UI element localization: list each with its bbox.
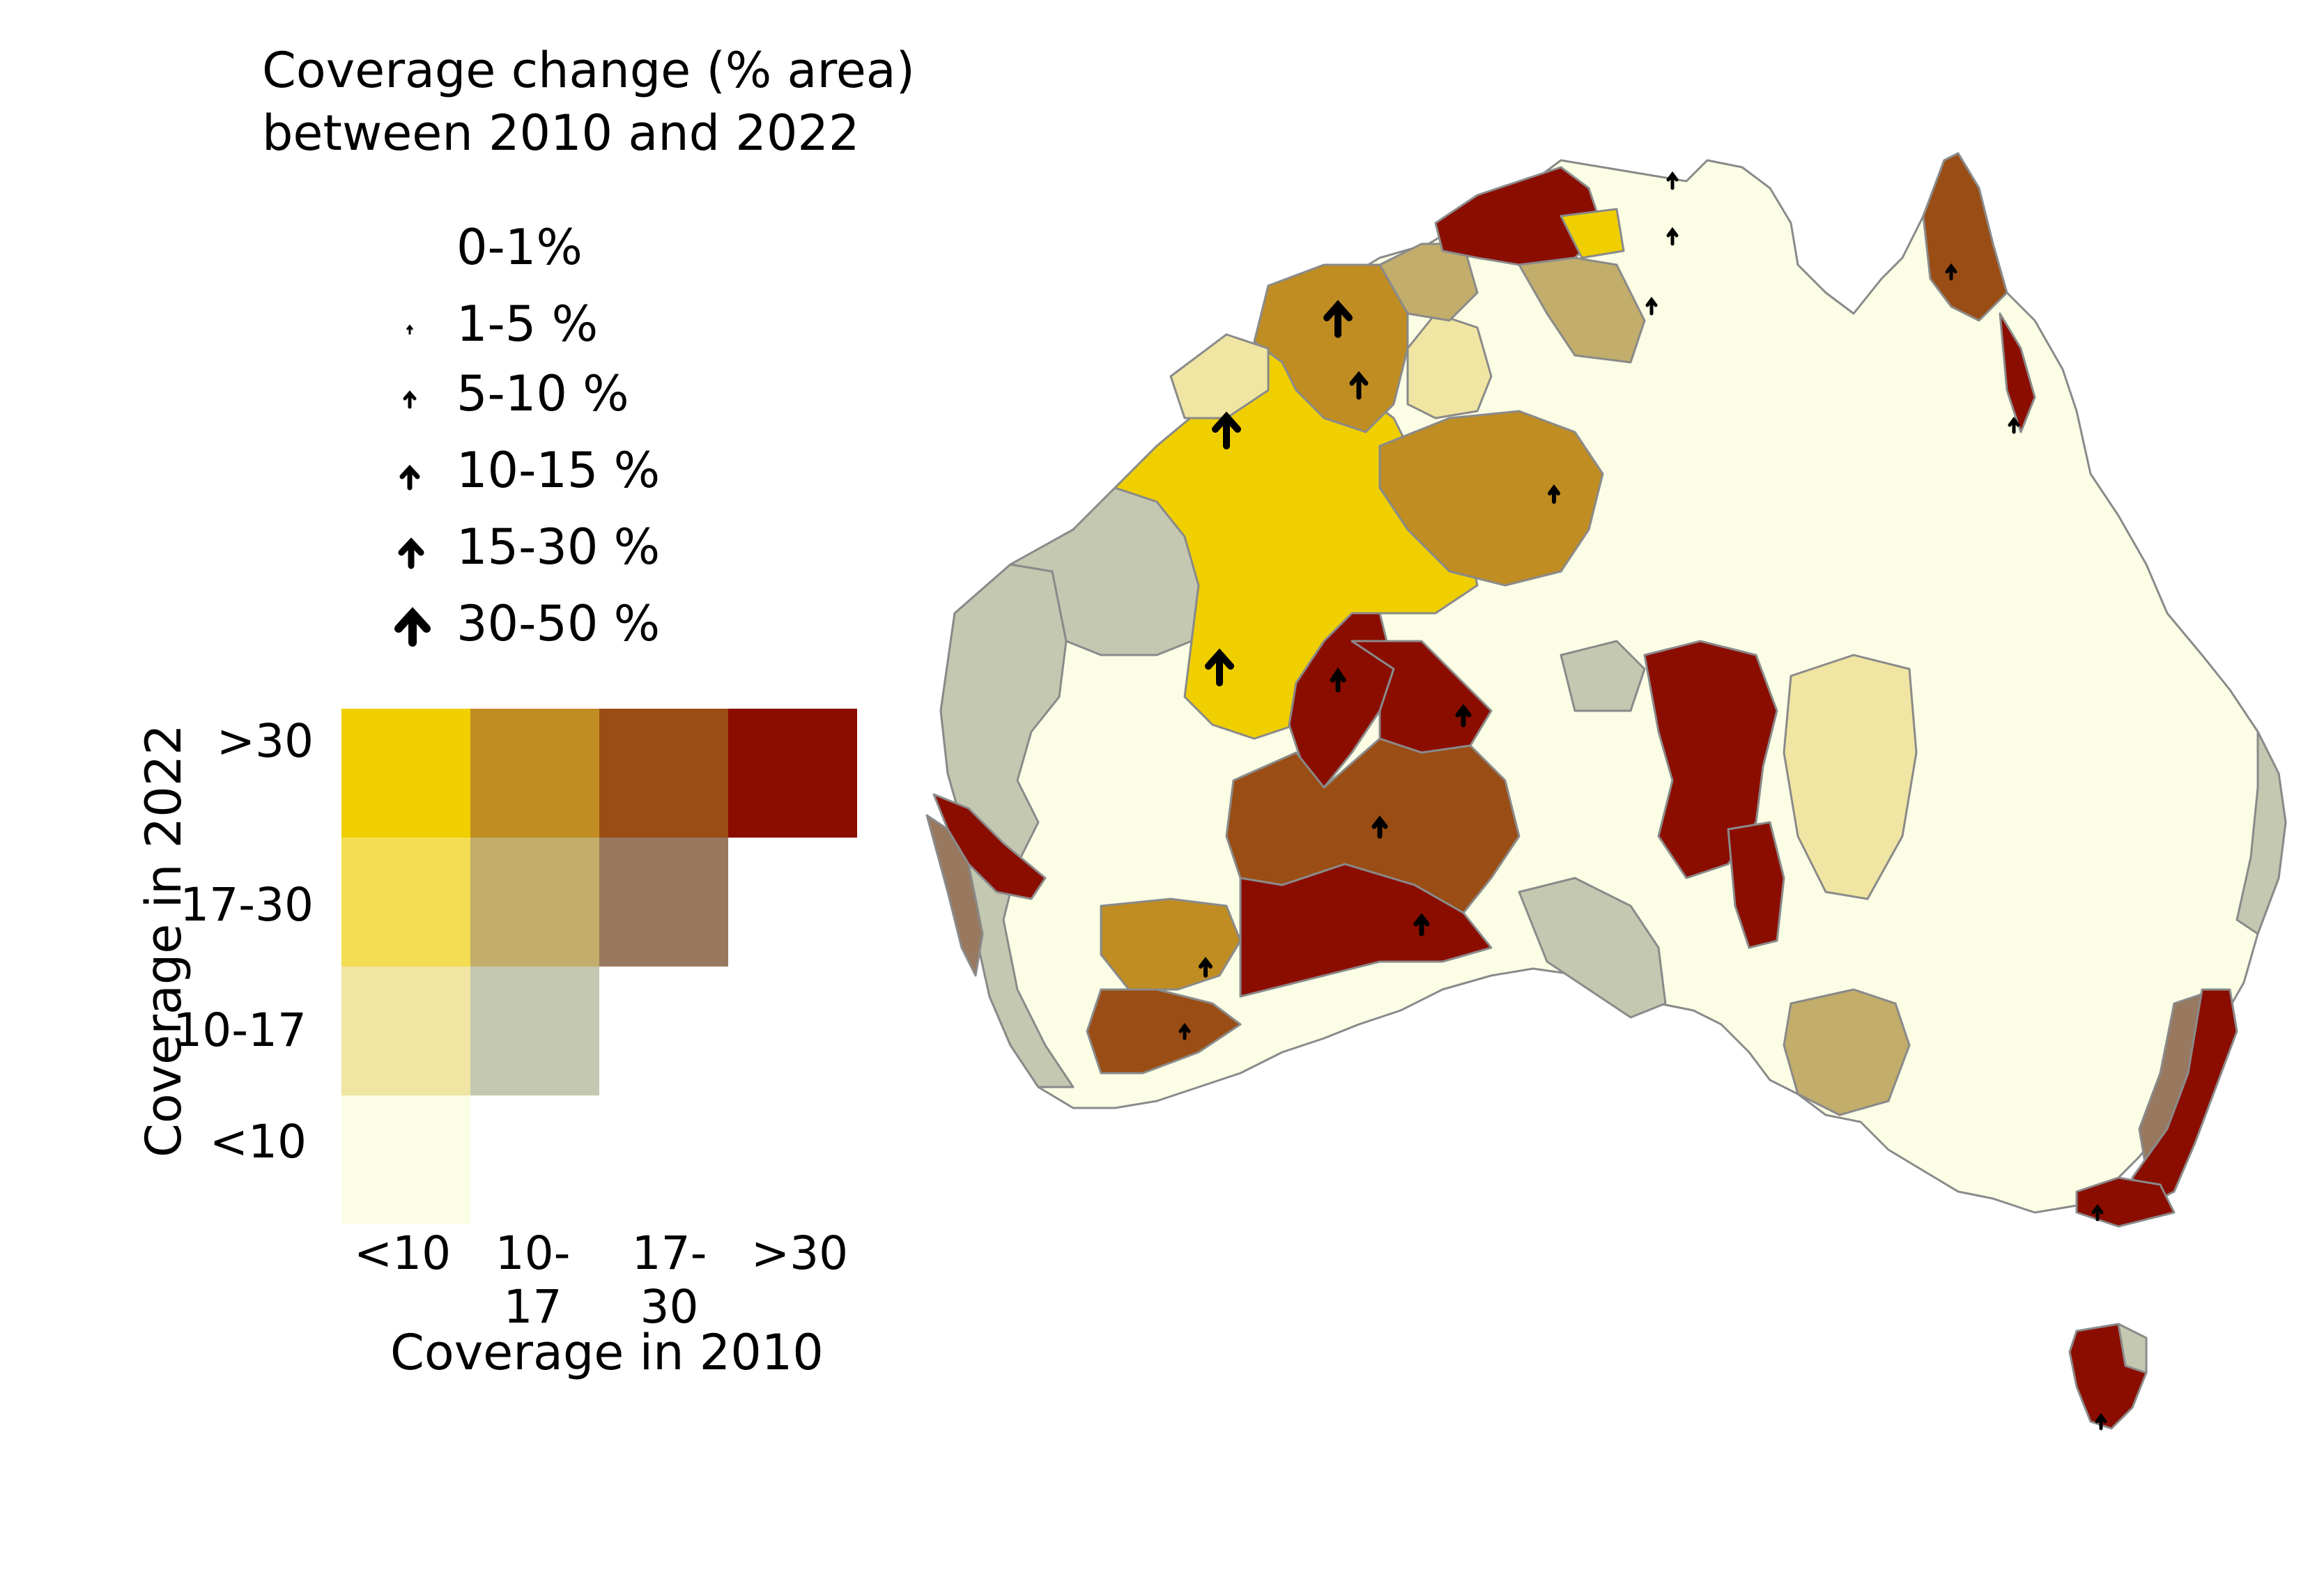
region-grey	[1560, 640, 1646, 712]
arrow-legend-label: 15-30 %	[456, 518, 661, 576]
legend-cell	[341, 967, 470, 1095]
arrow-icon	[1199, 957, 1213, 978]
arrow-icon	[1413, 913, 1430, 937]
region-pale	[1783, 654, 1918, 900]
y-class-label: 17-30	[180, 878, 314, 932]
region-tan	[1783, 988, 1911, 1116]
legend-title-line2: between 2010 and 2022	[262, 105, 860, 162]
region-mauve	[925, 814, 984, 977]
x-class-label: 10-17	[495, 1226, 571, 1334]
region-pale	[1169, 333, 1270, 419]
legend-cell	[341, 838, 470, 967]
region-red	[1727, 821, 1785, 949]
arrow-legend-row: 0-1%	[390, 209, 739, 279]
arrow-icon	[1548, 484, 1560, 504]
change-arrows	[1178, 171, 2107, 1431]
arrow-legend-label: 1-5 %	[456, 295, 599, 353]
arrow-legend-label: 5-10 %	[456, 365, 629, 422]
y-class-label: >30	[216, 714, 314, 768]
arrow-icon	[2008, 416, 2020, 434]
arrow-icon	[1178, 1022, 1191, 1040]
legend-cell	[470, 967, 599, 1095]
arrow-icon	[2095, 1412, 2107, 1431]
region-grey	[2235, 730, 2287, 935]
region-gold	[1253, 263, 1409, 433]
region-red	[1239, 863, 1493, 998]
arrow-icon	[1205, 648, 1234, 686]
y-class-label: 10-17	[173, 1003, 307, 1057]
region-brown	[1086, 988, 1242, 1075]
x-class-label: <10	[353, 1226, 452, 1280]
x-class-label: 17-30	[631, 1226, 707, 1334]
arrow-icon	[1666, 171, 1679, 190]
region-gold	[1100, 898, 1242, 991]
arrow-legend-row: 1-5 %	[390, 286, 739, 355]
y-class-label: <10	[209, 1115, 307, 1169]
arrow-icon	[1666, 226, 1679, 246]
legend-cell	[728, 709, 857, 838]
arrow-icon	[1330, 667, 1346, 693]
arrow-icon	[1349, 371, 1369, 400]
arrow-legend-label: 0-1%	[456, 219, 583, 276]
arrow-icon-xl	[394, 607, 431, 647]
legend-title: Coverage change (% area) between 2010 an…	[262, 39, 915, 164]
arrow-legend-row: 5-10 %	[390, 355, 739, 425]
arrow-icon	[1455, 704, 1472, 727]
arrow-icon	[1945, 263, 1957, 281]
x-class-label: >30	[751, 1226, 849, 1280]
legend-cell	[341, 709, 470, 838]
arrow-icon	[1645, 296, 1658, 316]
region-tan	[1518, 256, 1646, 364]
arrow-legend-row: 10-15 %	[390, 432, 739, 502]
legend-cell	[470, 709, 599, 838]
arrow-icon	[2091, 1203, 2104, 1222]
arrow-legend-row: 15-30 %	[390, 509, 739, 578]
arrow-icon-m	[399, 464, 420, 491]
tasmania-grey	[2117, 1323, 2148, 1374]
legend-title-line1: Coverage change (% area)	[262, 42, 915, 99]
arrow-icon	[1323, 300, 1353, 338]
arrow-icon	[1371, 815, 1388, 839]
region-brown	[1922, 152, 2008, 322]
y-axis-title: Coverage in 2022	[135, 724, 192, 1157]
australia-map	[925, 152, 2287, 1431]
arrow-legend-label: 10-15 %	[456, 442, 661, 499]
x-axis-title: Coverage in 2010	[390, 1324, 824, 1381]
region-yellow	[1560, 208, 1625, 259]
arrow-legend-row: 30-50 %	[390, 585, 739, 655]
legend-cell	[599, 838, 728, 967]
arrow-icon-l	[398, 537, 424, 569]
arrow-icon-xs	[406, 324, 414, 334]
arrow-icon-s	[403, 390, 417, 409]
region-gold	[1378, 410, 1604, 587]
region-grey	[1518, 877, 1667, 1019]
legend-cell	[341, 1095, 470, 1224]
legend-cell	[599, 709, 728, 838]
legend-cell	[470, 838, 599, 967]
region-red	[2075, 1176, 2176, 1228]
region-red	[2131, 988, 2238, 1207]
region-tan	[1378, 242, 1479, 322]
region-red	[1999, 312, 2036, 433]
bivariate-legend-grid	[341, 709, 857, 1224]
arrow-icon	[1212, 411, 1241, 449]
arrow-legend-label: 30-50 %	[456, 595, 661, 652]
